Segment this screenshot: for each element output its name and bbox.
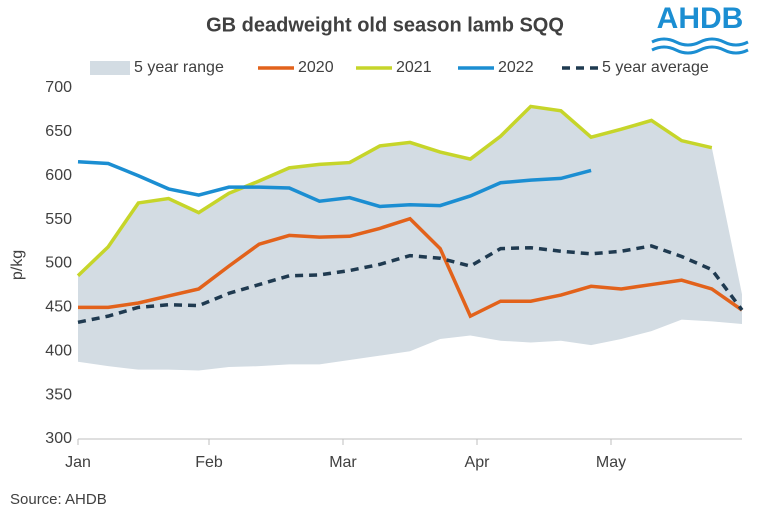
series-line [77, 159, 592, 209]
x-tick-label: Jan [65, 454, 91, 471]
source-note: Source: AHDB [10, 491, 107, 508]
series-line [77, 244, 744, 325]
y-tick-label: 550 [45, 211, 72, 228]
legend-label: 5 year range [134, 59, 224, 76]
legend-label: 2020 [298, 59, 334, 76]
y-tick-label: 600 [45, 167, 72, 184]
y-tick-label: 700 [45, 79, 72, 96]
y-tick-label: 400 [45, 342, 72, 359]
y-tick-label: 300 [45, 430, 72, 447]
y-tick-label: 650 [45, 123, 72, 140]
x-tick-label: Feb [195, 454, 223, 471]
x-tick-label: Apr [465, 454, 491, 471]
y-tick-label: 450 [45, 299, 72, 316]
logo-wave [651, 45, 749, 55]
y-tick-label: 500 [45, 255, 72, 272]
x-tick-label: Mar [329, 454, 357, 471]
logo-wave [651, 37, 749, 47]
x-tick-label: May [596, 454, 626, 471]
legend-label: 2022 [498, 59, 534, 76]
legend-label: 2021 [396, 59, 432, 76]
y-axis-label: p/kg [9, 250, 26, 280]
range-area [78, 106, 742, 371]
series-line [78, 216, 744, 319]
chart-title: GB deadweight old season lamb SQQ [206, 14, 564, 36]
series-line [76, 104, 713, 278]
y-tick-label: 350 [45, 386, 72, 403]
legend-label: 5 year average [602, 59, 709, 76]
logo: AHDB [651, 2, 749, 55]
logo-text: AHDB [657, 2, 744, 35]
legend-swatch [90, 61, 130, 75]
